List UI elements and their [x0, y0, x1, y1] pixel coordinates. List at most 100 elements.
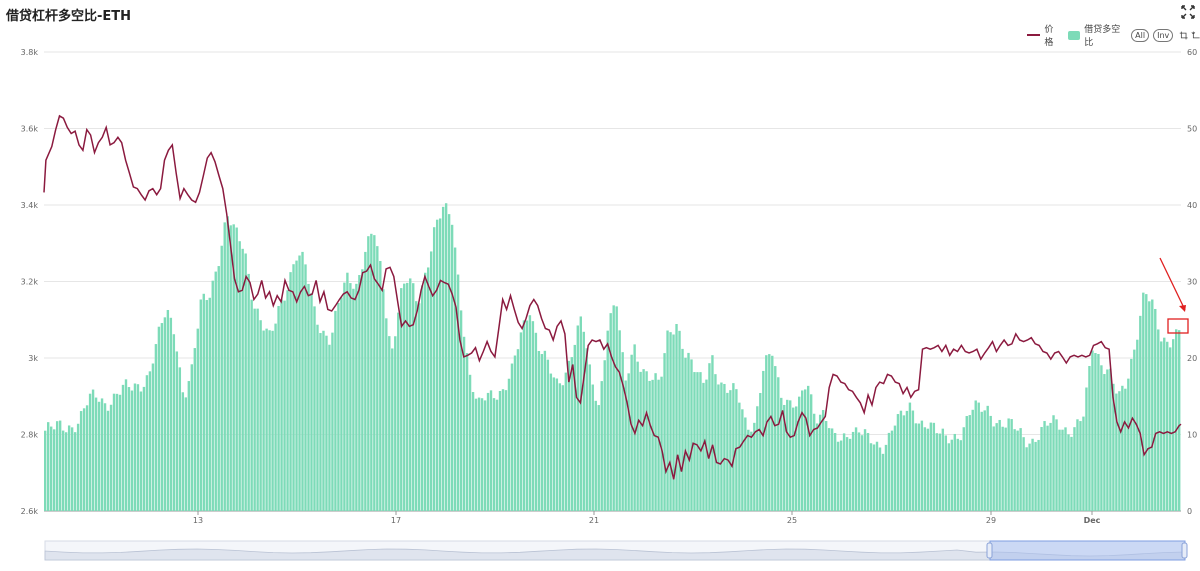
ratio-bar	[145, 375, 149, 511]
ratio-bar	[564, 372, 568, 511]
ratio-bar	[352, 288, 355, 511]
ratio-bar	[612, 305, 615, 511]
ratio-bar	[929, 422, 933, 511]
ratio-bar	[49, 426, 53, 511]
ratio-bar	[1154, 308, 1157, 511]
ratio-bar	[947, 443, 951, 511]
ratio-bar	[881, 453, 885, 511]
ratio-bar	[1067, 434, 1070, 511]
ratio-bar	[905, 410, 909, 511]
ratio-bar	[403, 283, 406, 511]
x-tick-label: 13	[193, 516, 203, 525]
ratio-bar	[827, 428, 831, 511]
ratio-bar	[1004, 427, 1007, 511]
ratio-bar	[115, 393, 119, 511]
ratio-bar	[229, 225, 232, 511]
ratio-bar	[265, 328, 268, 511]
ratio-bar	[962, 427, 965, 511]
legend-price[interactable]: 价格	[1027, 22, 1059, 48]
ratio-bar	[777, 377, 780, 511]
ratio-bar	[103, 403, 107, 511]
annotation-arrowhead	[1179, 305, 1186, 312]
ratio-bar	[319, 333, 322, 511]
ratio-bar	[1130, 358, 1133, 511]
ratio-bar	[696, 372, 699, 511]
ratio-bar	[211, 280, 214, 511]
ratio-bar	[959, 440, 962, 511]
ratio-bar	[801, 390, 804, 511]
ratio-bar	[890, 430, 894, 511]
ratio-bar	[531, 321, 535, 511]
ratio-bar	[1058, 429, 1061, 511]
ratio-bar	[537, 351, 541, 511]
ratio-bar	[630, 354, 633, 511]
ratio-bar	[406, 282, 409, 511]
y-right-tick-label: 50	[1187, 125, 1197, 134]
ratio-bar	[750, 431, 753, 511]
ratio-bar	[163, 317, 167, 511]
ratio-bar	[268, 330, 271, 511]
ratio-bar	[645, 371, 648, 511]
ratio-bar	[648, 380, 651, 511]
ratio-bar	[367, 236, 370, 511]
ratio-bar	[409, 278, 412, 511]
ratio-bar	[283, 300, 286, 511]
expand-icon[interactable]	[1180, 4, 1196, 20]
ratio-bar	[513, 355, 517, 511]
x-tick-label: 17	[391, 516, 401, 525]
ratio-bar	[702, 382, 705, 511]
ratio-bar	[908, 402, 912, 511]
ratio-bar	[346, 272, 349, 511]
ratio-bar	[893, 425, 897, 511]
ratio-bar	[253, 308, 256, 511]
ratio-bar	[385, 318, 388, 511]
ratio-bar	[866, 433, 870, 511]
ratio-bar	[1127, 378, 1130, 511]
ratio-bar	[46, 422, 50, 511]
ratio-bar	[681, 348, 684, 511]
ratio-bar	[579, 316, 582, 511]
ratio-bar	[567, 360, 571, 511]
ratio-bar	[995, 423, 998, 511]
ratio-bar	[52, 429, 56, 511]
ratio-bar	[935, 433, 939, 511]
ratio-bar	[214, 271, 217, 511]
ratio-bar	[1076, 419, 1079, 511]
ratio-bar	[654, 373, 657, 511]
zoom-select-icon[interactable]	[1179, 30, 1188, 41]
y-right-tick-label: 20	[1187, 354, 1197, 363]
ratio-bar	[573, 344, 576, 511]
ratio-bar	[58, 420, 62, 511]
ratio-bar	[510, 363, 514, 511]
y-left-tick-label: 2.6k	[21, 507, 39, 516]
ratio-bar	[836, 441, 840, 511]
x-tick-label: 21	[589, 516, 599, 525]
range-slider[interactable]	[44, 540, 1188, 561]
zoom-reset-icon[interactable]	[1191, 30, 1200, 41]
legend-ratio[interactable]: 借贷多空比	[1068, 22, 1122, 48]
ratio-bar	[1037, 439, 1040, 511]
ratio-bar	[558, 383, 562, 511]
ratio-bar	[1142, 292, 1145, 511]
ratio-bar	[824, 421, 828, 511]
y-left-tick-label: 3.6k	[21, 125, 39, 134]
ratio-bar	[818, 414, 822, 511]
inv-button[interactable]: Inv	[1153, 28, 1174, 42]
all-button[interactable]: All	[1131, 28, 1150, 42]
ratio-bar	[809, 394, 813, 511]
ratio-bar	[1082, 416, 1085, 511]
ratio-bar	[483, 400, 487, 511]
ratio-bar	[498, 391, 502, 511]
ratio-bar	[986, 405, 989, 511]
ratio-bar	[100, 398, 104, 511]
ratio-bar	[337, 302, 340, 511]
ratio-bar	[480, 398, 484, 511]
ratio-bar	[421, 285, 424, 511]
ratio-bar	[376, 246, 379, 511]
ratio-bar	[1055, 419, 1058, 511]
ratio-bar	[400, 288, 403, 511]
chart-legend: 价格 借贷多空比 All Inv	[1027, 25, 1200, 48]
ratio-bar	[666, 330, 669, 511]
ratio-bar	[1013, 429, 1016, 511]
ratio-bar	[756, 406, 759, 511]
